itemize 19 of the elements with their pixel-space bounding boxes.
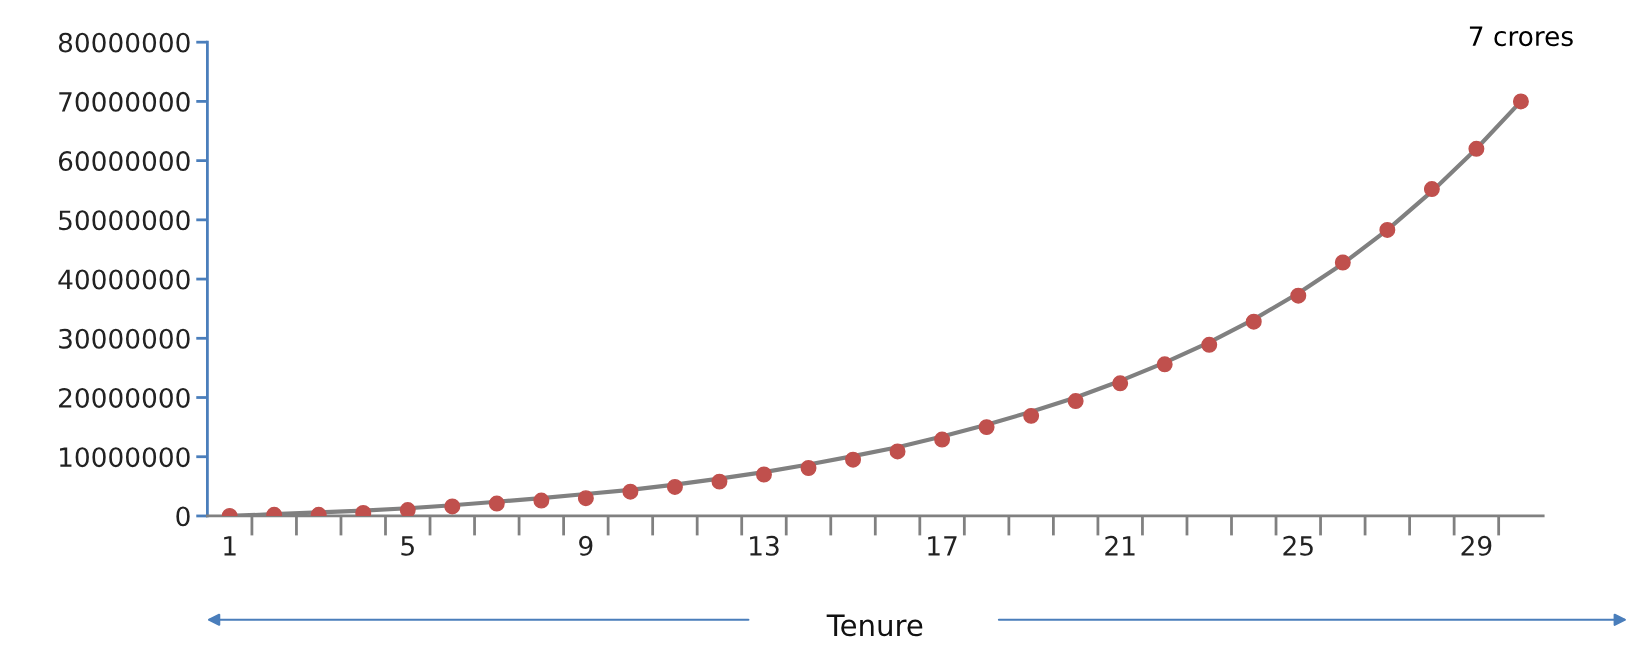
- y-tick-label: 20000000: [59, 387, 190, 408]
- annotation: 7 crores: [1469, 26, 1573, 47]
- x-tick-label: 5: [401, 536, 414, 556]
- y-tick-label: 40000000: [58, 269, 190, 290]
- x-tick-label: 21: [1105, 535, 1135, 556]
- x-tick-label: 9: [579, 535, 593, 556]
- x-tick-label: 1: [224, 536, 236, 556]
- y-tick-label: 80000000: [58, 32, 190, 53]
- y-tick-label: 0: [176, 506, 190, 527]
- x-tick-label: 17: [928, 536, 957, 556]
- x-axis-title: Tenure: [826, 614, 923, 637]
- x-tick-label: 29: [1461, 535, 1492, 556]
- y-tick-label: 50000000: [59, 210, 190, 231]
- x-tick-label: 13: [750, 535, 779, 556]
- x-tick-label: 25: [1283, 535, 1313, 556]
- y-tick-label: 30000000: [59, 328, 190, 349]
- y-tick-label: 60000000: [58, 151, 190, 172]
- y-tick-label: 70000000: [59, 91, 190, 112]
- y-tick-label: 10000000: [60, 447, 190, 468]
